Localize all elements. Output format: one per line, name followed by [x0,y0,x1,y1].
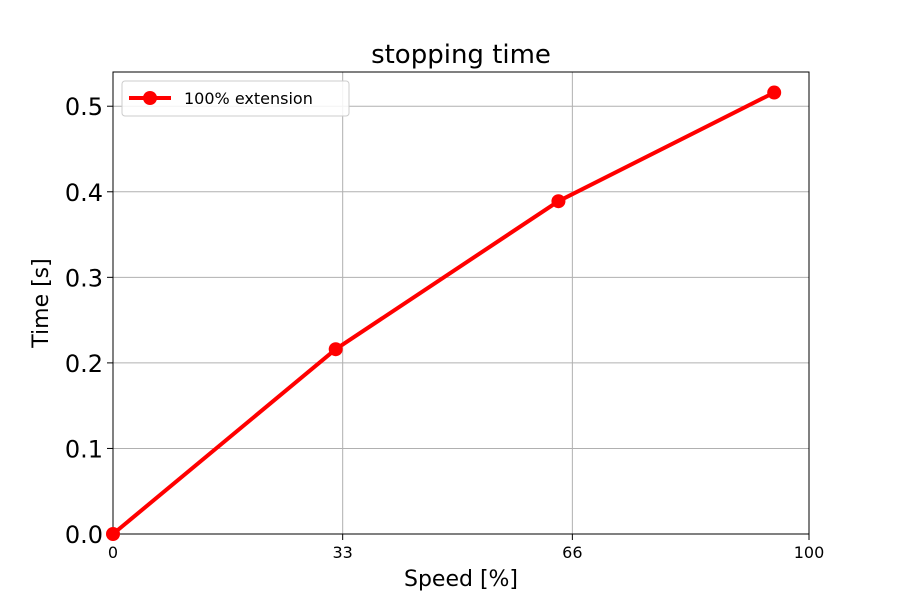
chart-title: stopping time [371,40,551,70]
series-line [111,90,776,536]
y-tick-label: 0.2 [65,350,103,378]
y-tick-label: 0.1 [65,435,103,463]
axis-ticks: 0 33 66 100 0.0 0.1 0.2 0.3 0.4 0.5 [65,93,824,562]
data-point [551,194,566,209]
legend-entry-label: 100% extension [184,89,313,108]
data-point [106,527,120,541]
y-tick-label: 0.3 [65,264,103,292]
x-tick-label: 33 [333,543,353,562]
plot-frame [112,71,810,535]
x-tick-label: 0 [108,543,118,562]
y-axis-label: Time [s] [29,258,54,348]
x-axis-label: Speed [%] [404,567,518,592]
legend: 100% extension [121,80,350,117]
data-point [767,85,782,100]
y-tick-label: 0.4 [65,179,103,207]
series-layer [106,85,782,541]
x-tick-label: 100 [794,543,825,562]
data-point [328,342,343,357]
legend-box [121,80,350,117]
y-tick-label: 0.0 [65,521,103,549]
y-tick-label: 0.5 [65,93,103,121]
grid [112,72,810,535]
x-tick-label: 66 [562,543,582,562]
legend-marker-sample [143,91,157,105]
